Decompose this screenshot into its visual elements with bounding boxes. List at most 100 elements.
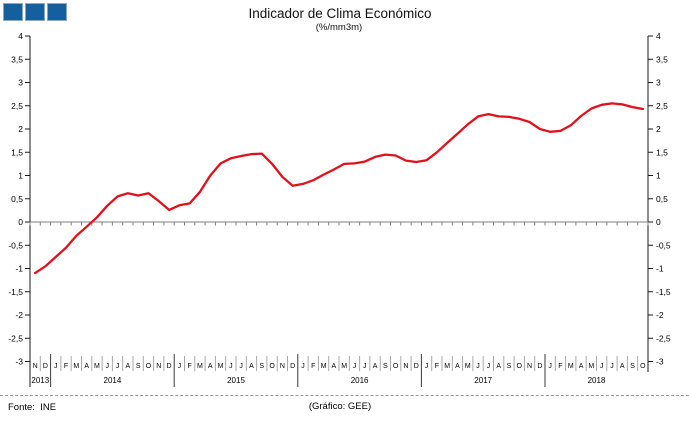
chart-title: Indicador de Clima Económico <box>248 6 432 21</box>
svg-text:A: A <box>579 363 584 370</box>
svg-text:A: A <box>208 363 213 370</box>
svg-text:A: A <box>496 363 501 370</box>
svg-text:J: J <box>116 363 120 370</box>
svg-text:1,5: 1,5 <box>11 147 23 157</box>
credit-label: (Gráfico: GEE) <box>308 401 372 412</box>
svg-text:J: J <box>54 363 58 370</box>
svg-text:0: 0 <box>656 217 661 227</box>
svg-text:O: O <box>269 363 275 370</box>
x-axis-year-labels: 2013 2014 2015 2016 2017 2018 <box>31 376 606 385</box>
svg-text:-0,5: -0,5 <box>8 240 23 250</box>
svg-text:-2,5: -2,5 <box>8 333 23 343</box>
svg-text:-1,5: -1,5 <box>656 287 671 297</box>
logo-square-icon <box>3 3 23 21</box>
svg-text:-2: -2 <box>656 310 664 320</box>
svg-text:J: J <box>353 363 357 370</box>
svg-text:2: 2 <box>656 124 661 134</box>
svg-text:S: S <box>630 363 635 370</box>
svg-text:-2: -2 <box>15 310 23 320</box>
svg-text:A: A <box>373 363 378 370</box>
svg-text:-1,5: -1,5 <box>8 287 23 297</box>
svg-text:D: D <box>414 363 419 370</box>
svg-text:3: 3 <box>18 78 23 88</box>
svg-text:2013: 2013 <box>31 376 49 385</box>
svg-text:M: M <box>341 363 347 370</box>
series-line <box>33 102 645 275</box>
svg-text:A: A <box>249 363 254 370</box>
svg-text:1,5: 1,5 <box>656 147 668 157</box>
svg-text:M: M <box>197 363 203 370</box>
svg-text:2014: 2014 <box>104 376 122 385</box>
svg-text:J: J <box>363 363 367 370</box>
svg-text:2,5: 2,5 <box>11 101 23 111</box>
svg-text:J: J <box>425 363 429 370</box>
svg-text:M: M <box>568 363 574 370</box>
svg-text:A: A <box>332 363 337 370</box>
svg-text:O: O <box>640 363 646 370</box>
svg-text:-2,5: -2,5 <box>656 333 671 343</box>
svg-text:4: 4 <box>656 31 661 41</box>
svg-text:1: 1 <box>656 171 661 181</box>
svg-text:D: D <box>43 363 48 370</box>
svg-text:J: J <box>600 363 604 370</box>
svg-text:J: J <box>610 363 614 370</box>
svg-text:0: 0 <box>18 217 23 227</box>
y-axes <box>29 36 649 387</box>
svg-text:A: A <box>620 363 625 370</box>
svg-text:M: M <box>465 363 471 370</box>
svg-text:F: F <box>435 363 439 370</box>
svg-text:D: D <box>537 363 542 370</box>
svg-text:F: F <box>64 363 68 370</box>
svg-text:1: 1 <box>18 171 23 181</box>
svg-text:J: J <box>301 363 305 370</box>
svg-text:N: N <box>156 363 161 370</box>
source-label: Fonte: INE <box>8 402 57 413</box>
svg-text:2015: 2015 <box>227 376 245 385</box>
logo-squares <box>3 3 67 21</box>
svg-text:M: M <box>94 363 100 370</box>
svg-text:J: J <box>548 363 552 370</box>
svg-text:S: S <box>507 363 512 370</box>
svg-text:J: J <box>487 363 491 370</box>
svg-text:J: J <box>229 363 233 370</box>
svg-text:0,5: 0,5 <box>656 194 668 204</box>
chart-subtitle: (%/mm3m) <box>315 22 363 33</box>
svg-text:-3: -3 <box>656 357 664 367</box>
svg-text:A: A <box>126 363 131 370</box>
svg-text:M: M <box>321 363 327 370</box>
svg-text:-3: -3 <box>15 357 23 367</box>
svg-text:S: S <box>259 363 264 370</box>
svg-text:F: F <box>188 363 192 370</box>
svg-text:D: D <box>290 363 295 370</box>
svg-text:O: O <box>146 363 152 370</box>
svg-text:4: 4 <box>18 31 23 41</box>
svg-text:2016: 2016 <box>351 376 369 385</box>
svg-text:F: F <box>311 363 315 370</box>
svg-text:D: D <box>167 363 172 370</box>
svg-text:-1: -1 <box>15 264 23 274</box>
zero-axis <box>29 221 649 226</box>
svg-text:M: M <box>73 363 79 370</box>
svg-text:-0,5: -0,5 <box>656 240 671 250</box>
logo-square-icon <box>25 3 45 21</box>
footer-divider <box>0 395 689 396</box>
svg-text:S: S <box>136 363 141 370</box>
svg-text:M: M <box>218 363 224 370</box>
svg-text:2017: 2017 <box>474 376 492 385</box>
svg-text:J: J <box>178 363 182 370</box>
svg-text:-1: -1 <box>656 264 664 274</box>
svg-text:S: S <box>383 363 388 370</box>
svg-text:J: J <box>106 363 110 370</box>
svg-text:M: M <box>444 363 450 370</box>
svg-text:2,5: 2,5 <box>656 101 668 111</box>
svg-text:M: M <box>588 363 594 370</box>
logo-square-icon <box>47 3 67 21</box>
svg-text:J: J <box>239 363 243 370</box>
svg-text:N: N <box>280 363 285 370</box>
svg-text:A: A <box>455 363 460 370</box>
svg-text:J: J <box>476 363 480 370</box>
svg-text:A: A <box>84 363 89 370</box>
svg-text:3: 3 <box>656 78 661 88</box>
